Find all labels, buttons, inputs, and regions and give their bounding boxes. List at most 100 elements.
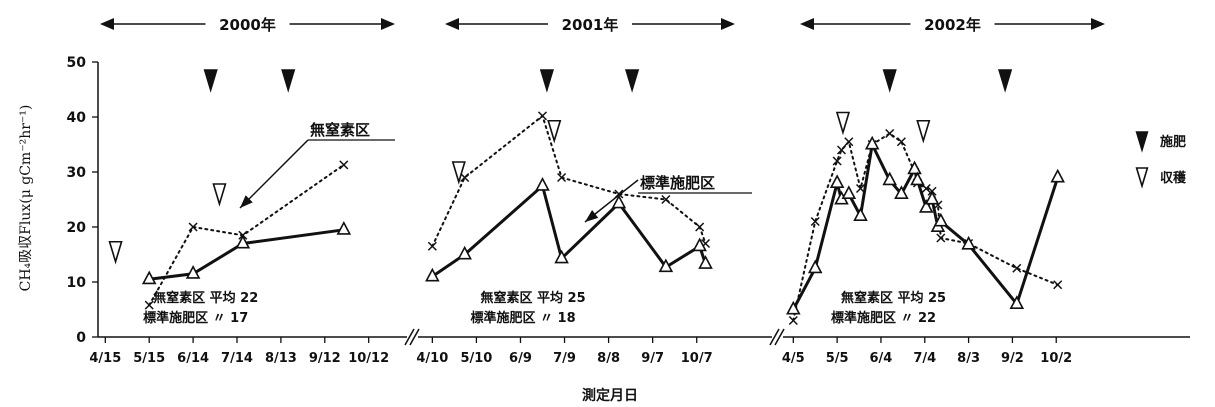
data-point-triangle-marker	[658, 258, 674, 273]
harvest-marker	[451, 161, 466, 185]
x-marker-stroke	[832, 156, 842, 166]
data-point-x-marker	[1053, 280, 1063, 290]
data-point-x-marker	[810, 216, 820, 227]
data-point-triangle-marker	[692, 237, 707, 252]
x-tick-label: 5/15	[133, 351, 165, 366]
stats-standard-mean: 標準施肥区 〃 17	[143, 310, 248, 326]
annotation-arrow-head	[585, 210, 599, 222]
x-tick-label: 5/5	[826, 351, 849, 366]
legend-fertilizer-marker	[1135, 131, 1149, 153]
x-marker-stroke	[537, 111, 548, 121]
data-point-triangle-marker	[185, 265, 201, 279]
x-tick-label: 5/10	[460, 351, 492, 366]
x-tick-label: 6/9	[509, 351, 532, 366]
data-point-x-marker	[832, 156, 842, 166]
data-point-x-marker	[427, 241, 437, 251]
x-marker-stroke	[788, 315, 798, 326]
x-tick-label: 6/14	[177, 351, 209, 366]
x-axis-label: 測定月日	[582, 387, 638, 404]
x-marker-stroke	[1012, 263, 1022, 273]
stats-no-nitrogen-mean: 無窒素区 平均 25	[841, 290, 946, 306]
series-no-nitrogen-line	[792, 132, 1059, 322]
x-marker-stroke	[144, 300, 154, 310]
x-marker-stroke	[921, 183, 931, 194]
series-standard-line	[149, 228, 345, 281]
axis-break-mark	[774, 328, 785, 346]
x-tick-label: 9/2	[1001, 351, 1024, 366]
x-tick-label: 10/7	[681, 351, 713, 366]
data-point-triangle-marker	[457, 245, 472, 260]
data-point-triangle-marker	[841, 185, 857, 199]
data-point-x-marker	[537, 111, 548, 121]
data-point-triangle-marker	[853, 207, 868, 221]
x-marker-stroke	[844, 137, 854, 147]
stats-standard-mean: 標準施肥区 〃 18	[470, 310, 575, 326]
x-tick-label: 8/8	[597, 351, 620, 366]
harvest-marker	[212, 183, 227, 207]
x-marker-stroke	[661, 194, 671, 205]
data-point-x-marker	[339, 160, 349, 170]
data-point-x-marker	[188, 222, 198, 232]
x-marker-stroke	[695, 222, 705, 232]
harvest-marker	[108, 240, 123, 265]
series-no-nitrogen-line	[148, 163, 345, 307]
y-tick-label: 40	[67, 110, 87, 126]
fertilizer-marker	[625, 69, 640, 93]
legend-harvest-marker	[1135, 167, 1149, 189]
y-tick-label: 50	[67, 55, 87, 71]
harvest-marker	[547, 119, 562, 144]
data-point-triangle-marker	[611, 194, 627, 209]
x-marker-stroke	[427, 241, 437, 251]
x-marker-stroke	[339, 160, 349, 170]
fertilizer-marker	[203, 69, 218, 93]
x-marker-stroke	[885, 128, 895, 139]
harvest-marker	[835, 111, 851, 136]
data-point-x-marker	[557, 172, 567, 183]
data-point-x-marker	[936, 233, 946, 243]
data-point-triangle-marker	[933, 212, 949, 227]
data-point-triangle-marker	[141, 270, 157, 285]
x-tick-label: 4/5	[782, 351, 805, 366]
data-point-x-marker	[921, 183, 931, 194]
fertilizer-marker	[882, 69, 897, 93]
x-marker-stroke	[557, 172, 567, 183]
year-arrow-head-left	[100, 18, 114, 30]
data-point-x-marker	[788, 315, 798, 326]
axis-break-mark	[404, 328, 415, 346]
axis-break-mark	[769, 328, 780, 346]
y-tick-label: 20	[67, 220, 87, 236]
legend-fertilizer-label: 施肥	[1160, 134, 1186, 150]
data-point-triangle-marker	[698, 255, 713, 269]
legend-harvest-label: 収穫	[1160, 170, 1187, 186]
x-tick-label: 9/7	[641, 351, 664, 366]
data-point-triangle-marker	[554, 249, 569, 264]
data-point-triangle-marker	[924, 190, 940, 205]
x-tick-label: 7/4	[913, 351, 936, 366]
data-point-triangle-marker	[864, 135, 880, 150]
data-point-triangle-marker	[535, 177, 550, 191]
annotation-arrow	[239, 139, 309, 209]
year-label: 2002年	[924, 16, 981, 34]
x-marker-stroke	[810, 216, 820, 227]
axis-break-mark	[409, 328, 420, 346]
data-point-triangle-marker	[425, 267, 440, 282]
data-point-x-marker	[844, 137, 854, 147]
data-point-x-marker	[885, 128, 895, 139]
data-point-triangle-marker	[807, 259, 823, 274]
data-point-triangle-marker	[907, 160, 922, 175]
series-standard-line	[791, 139, 1060, 311]
y-axis-label: CH₄吸収Flux(μ gCm⁻²hr⁻¹)	[18, 105, 34, 292]
x-marker-stroke	[836, 145, 847, 155]
x-tick-label: 6/4	[870, 351, 893, 366]
x-marker-stroke	[936, 233, 946, 243]
fertilizer-marker	[539, 69, 554, 93]
data-point-triangle-marker	[1009, 295, 1025, 310]
x-tick-label: 7/14	[221, 351, 253, 366]
year-arrow-head-left	[800, 18, 814, 30]
x-tick-label: 8/3	[957, 351, 980, 366]
harvest-marker	[916, 119, 931, 144]
data-point-triangle-marker	[829, 174, 845, 188]
y-tick-label: 10	[67, 275, 87, 291]
stats-no-nitrogen-mean: 無窒素区 平均 25	[480, 290, 585, 306]
